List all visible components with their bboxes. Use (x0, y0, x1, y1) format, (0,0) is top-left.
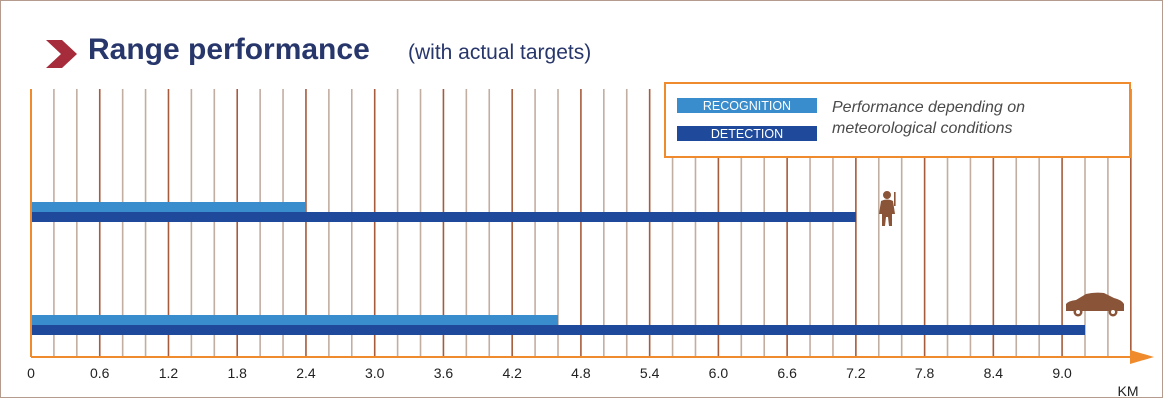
legend-note-line2: meteorological conditions (832, 120, 1013, 137)
legend-box (664, 82, 1131, 158)
chart-title: Range performance (88, 33, 370, 66)
x-tick-label: 6.0 (709, 365, 729, 381)
x-tick-label: 9.0 (1052, 365, 1072, 381)
recognition-bar (31, 315, 558, 325)
x-tick-label: 1.8 (227, 365, 247, 381)
x-tick-label: 0.6 (90, 365, 110, 381)
person-icon (879, 191, 896, 226)
x-tick-label: 5.4 (640, 365, 660, 381)
x-tick-label: 6.6 (777, 365, 797, 381)
x-axis-label: KM (1118, 383, 1139, 398)
legend-label-detection: DETECTION (711, 127, 783, 141)
chart-subtitle: (with actual targets) (408, 41, 592, 64)
x-tick-label: 8.4 (984, 365, 1004, 381)
x-tick-label: 3.0 (365, 365, 385, 381)
legend-note-line1: Performance depending on (832, 99, 1025, 116)
x-tick-label: 2.4 (296, 365, 316, 381)
x-tick-label: 7.2 (846, 365, 866, 381)
detection-bar (31, 325, 1085, 335)
x-tick-label: 1.2 (159, 365, 179, 381)
legend-swatch-recognition (677, 98, 817, 113)
x-tick-label: 4.2 (502, 365, 522, 381)
x-tick-label: 3.6 (434, 365, 454, 381)
x-tick-label: 7.8 (915, 365, 935, 381)
legend-swatch-detection (677, 126, 817, 141)
car-icon (1066, 292, 1124, 317)
legend: RECOGNITION DETECTION Performance dependin… (664, 82, 1131, 158)
legend-label-recognition: RECOGNITION (703, 99, 791, 113)
x-tick-label: 0 (27, 365, 35, 381)
axis-arrow-icon (1130, 350, 1154, 364)
detection-bar (31, 212, 856, 222)
chevron-right-icon (46, 40, 77, 68)
recognition-bar (31, 202, 306, 212)
x-tick-label: 4.8 (571, 365, 591, 381)
